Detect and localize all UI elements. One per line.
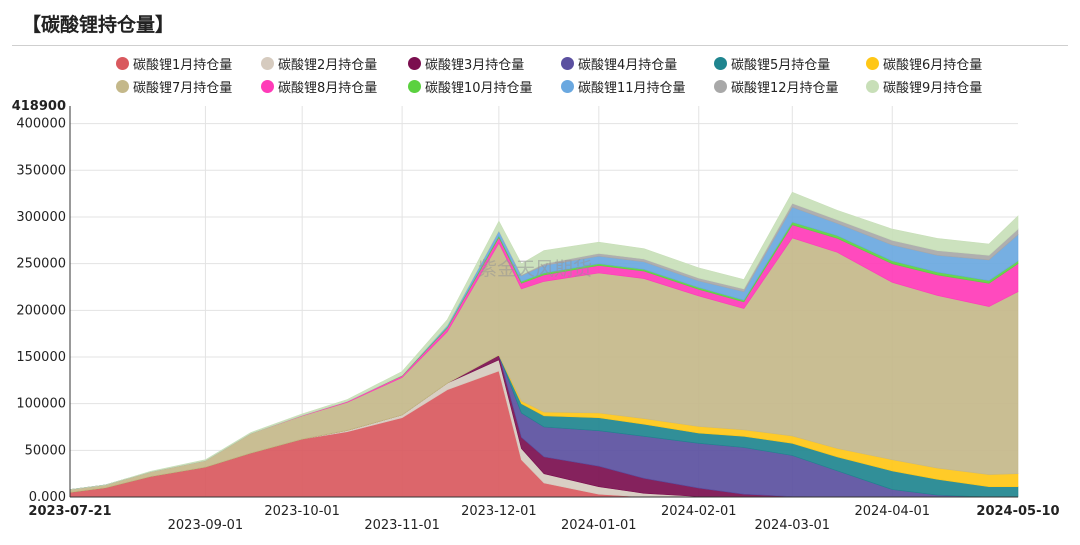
legend-item[interactable]: 碳酸锂5月持仓量 <box>714 54 830 73</box>
series-area-11 <box>69 191 1019 490</box>
legend-item[interactable]: 碳酸锂4月持仓量 <box>561 54 677 73</box>
legend-label: 碳酸锂2月持仓量 <box>278 58 378 73</box>
legend-swatch <box>866 80 879 93</box>
legend-label: 碳酸锂12月持仓量 <box>731 81 839 96</box>
y-tick-label-6: 300000 <box>16 210 66 225</box>
legend-swatch <box>714 57 727 70</box>
x-tick-label-2: 2023-10-01 <box>264 504 340 519</box>
y-tick-label-8: 400000 <box>16 117 66 132</box>
legend-swatch <box>261 80 274 93</box>
legend-label: 碳酸锂5月持仓量 <box>731 58 831 73</box>
legend-swatch <box>714 80 727 93</box>
y-tick-label-4: 200000 <box>16 303 66 318</box>
legend-label: 碳酸锂4月持仓量 <box>578 58 678 73</box>
legend-label: 碳酸锂3月持仓量 <box>425 58 525 73</box>
y-tick-label-1: 50000 <box>25 443 66 458</box>
x-tick-label-1: 2023-09-01 <box>168 518 244 533</box>
legend-label: 碳酸锂8月持仓量 <box>278 81 378 96</box>
legend-swatch <box>116 80 129 93</box>
x-tick-label-5: 2024-01-01 <box>561 518 637 533</box>
legend-swatch <box>561 57 574 70</box>
legend-item[interactable]: 碳酸锂11月持仓量 <box>561 77 686 96</box>
x-tick-label-4: 2023-12-01 <box>461 504 537 519</box>
watermark: 紫金天风期货 <box>478 258 593 280</box>
x-tick-label-9: 2024-05-10 <box>976 504 1059 519</box>
legend-swatch <box>408 80 421 93</box>
legend-label: 碳酸锂7月持仓量 <box>133 81 233 96</box>
legend-item[interactable]: 碳酸锂9月持仓量 <box>866 77 982 96</box>
legend-item[interactable]: 碳酸锂1月持仓量 <box>116 54 232 73</box>
x-tick-label-7: 2024-03-01 <box>755 518 831 533</box>
title-divider <box>12 45 1068 46</box>
legend-item[interactable]: 碳酸锂6月持仓量 <box>866 54 982 73</box>
legend-swatch <box>866 57 879 70</box>
legend-item[interactable]: 碳酸锂3月持仓量 <box>408 54 524 73</box>
legend-swatch <box>561 80 574 93</box>
x-tick-label-3: 2023-11-01 <box>364 518 440 533</box>
legend-swatch <box>116 57 129 70</box>
legend-label: 碳酸锂6月持仓量 <box>883 58 983 73</box>
legend-label: 碳酸锂10月持仓量 <box>425 81 533 96</box>
y-tick-label-3: 150000 <box>16 350 66 365</box>
y-max-label: 418900 <box>12 99 66 114</box>
legend-swatch <box>408 57 421 70</box>
x-tick-label-0: 2023-07-21 <box>28 504 111 519</box>
y-tick-label-7: 350000 <box>16 163 66 178</box>
legend-item[interactable]: 碳酸锂2月持仓量 <box>261 54 377 73</box>
legend-item[interactable]: 碳酸锂8月持仓量 <box>261 77 377 96</box>
legend-item[interactable]: 碳酸锂12月持仓量 <box>714 77 839 96</box>
legend-item[interactable]: 碳酸锂10月持仓量 <box>408 77 533 96</box>
y-tick-label-2: 100000 <box>16 397 66 412</box>
x-tick-label-8: 2024-04-01 <box>854 504 930 519</box>
legend-label: 碳酸锂11月持仓量 <box>578 81 686 96</box>
x-tick-label-6: 2024-02-01 <box>661 504 737 519</box>
legend-swatch <box>261 57 274 70</box>
y-tick-label-0: 0.000 <box>29 490 66 505</box>
y-tick-label-5: 250000 <box>16 257 66 272</box>
legend-label: 碳酸锂1月持仓量 <box>133 58 233 73</box>
page-title: 【碳酸锂持仓量】 <box>22 14 175 36</box>
legend-item[interactable]: 碳酸锂7月持仓量 <box>116 77 232 96</box>
legend-label: 碳酸锂9月持仓量 <box>883 81 983 96</box>
